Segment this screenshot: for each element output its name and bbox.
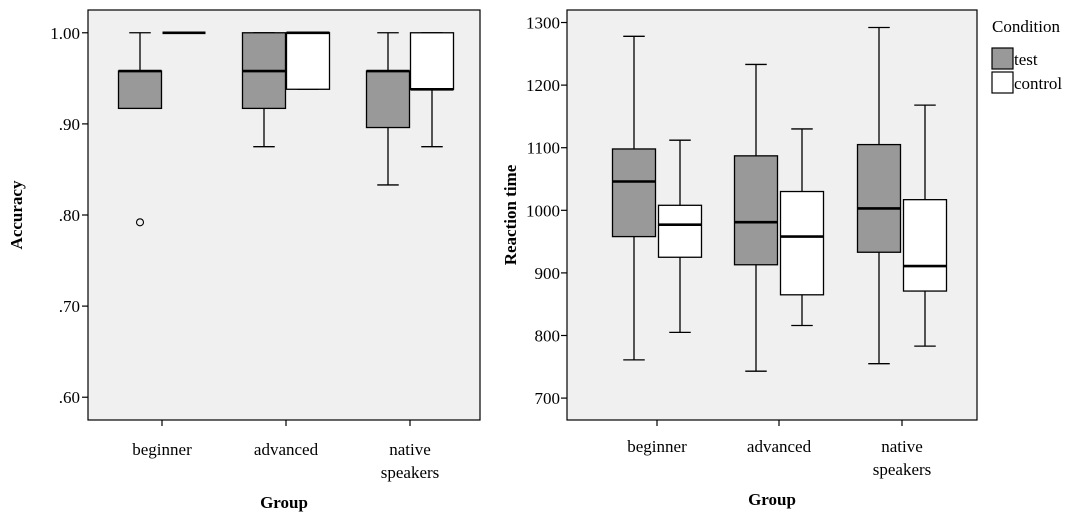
y-tick-label: 1200 xyxy=(526,76,560,95)
legend-swatch-test xyxy=(991,47,1014,70)
legend-label-control: control xyxy=(1014,74,1062,93)
legend: Condition test control xyxy=(991,17,1062,94)
x-tick-label: beginner xyxy=(627,437,687,456)
reaction-time-boxplot: 700 800 900 1000 1100 1200 1300 beginner advance… xyxy=(501,9,978,509)
box-test xyxy=(611,148,657,238)
accuracy-boxplot: .60 .70 .80 .90 1.00 beginner advanced native sp… xyxy=(7,9,481,512)
y-axis-title: Accuracy xyxy=(7,180,26,249)
y-tick-label: .80 xyxy=(59,206,80,225)
box-control xyxy=(779,190,825,296)
x-tick-label: advanced xyxy=(747,437,812,456)
y-tick-label: 1.00 xyxy=(50,24,80,43)
x-tick-label: speakers xyxy=(873,460,932,479)
y-tick-label: .60 xyxy=(59,388,80,407)
box-test xyxy=(117,70,163,110)
outlier-point xyxy=(135,218,145,227)
legend-label-test: test xyxy=(1014,50,1038,69)
x-tick-label: speakers xyxy=(381,463,440,482)
y-tick-label: 1000 xyxy=(526,201,560,220)
y-tick-label: .70 xyxy=(59,297,80,316)
y-tick-label: 700 xyxy=(535,389,561,408)
x-tick-label: advanced xyxy=(254,440,319,459)
box-test xyxy=(733,155,779,266)
y-tick-label: 1300 xyxy=(526,14,560,33)
legend-title: Condition xyxy=(992,17,1061,36)
box-test xyxy=(365,70,411,129)
box-control xyxy=(285,32,331,90)
box-control xyxy=(409,32,455,90)
y-axis-title: Reaction time xyxy=(501,164,520,265)
x-tick-label: beginner xyxy=(132,440,192,459)
x-tick-label: native xyxy=(881,437,923,456)
y-tick-label: 800 xyxy=(535,326,561,345)
y-tick-label: .90 xyxy=(59,115,80,134)
y-tick-label: 900 xyxy=(535,264,561,283)
x-axis-title: Group xyxy=(748,490,796,509)
y-tick-label: 1100 xyxy=(527,139,560,158)
x-tick-label: native xyxy=(389,440,431,459)
legend-swatch-control xyxy=(991,71,1014,94)
box-control xyxy=(657,204,703,258)
box-test xyxy=(856,143,902,253)
x-axis-title: Group xyxy=(260,493,308,512)
box-control xyxy=(902,199,948,292)
